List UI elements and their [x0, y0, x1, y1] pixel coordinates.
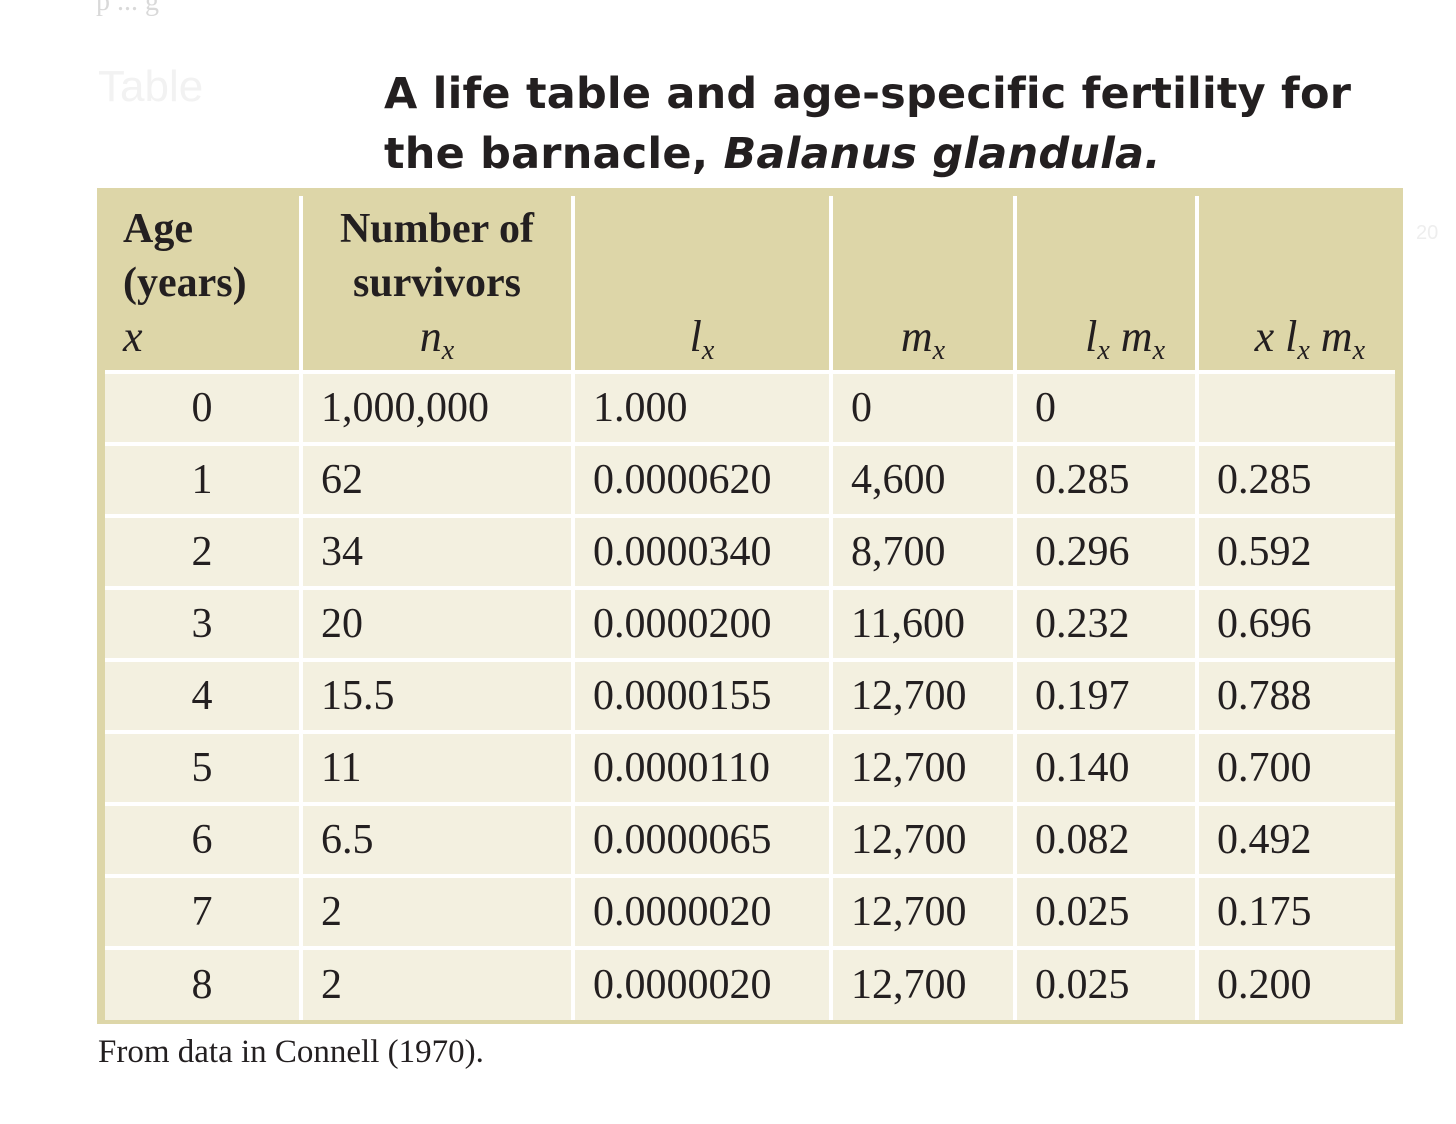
- cell-survivors: 11: [299, 730, 573, 804]
- header-survivors-line2: survivors: [353, 260, 521, 306]
- cell-lx: 0.0000110: [571, 730, 831, 804]
- cell-survivors: 15.5: [299, 658, 573, 732]
- cell-age: 5: [105, 730, 301, 804]
- table-row: 5 11 0.0000110 12,700 0.140 0.700: [105, 730, 1395, 804]
- cell-mx: 12,700: [829, 946, 1015, 1020]
- cell-lx: 0.0000155: [571, 658, 831, 732]
- cell-mx: 0: [829, 370, 1015, 444]
- table-caption: A life table and age-specific fertility …: [384, 64, 1444, 184]
- header-survivors-line1: Number of: [339, 206, 535, 252]
- faded-side-text: 20: [1416, 222, 1439, 244]
- header-lxmx-variable: lx mx: [1085, 312, 1165, 366]
- cell-lx: 0.0000340: [571, 514, 831, 588]
- cell-mx: 12,700: [829, 874, 1015, 948]
- cell-age: 3: [105, 586, 301, 660]
- cell-xlxmx: 0.592: [1195, 514, 1395, 588]
- cell-xlxmx: 0.492: [1195, 802, 1395, 876]
- caption-title: A life table and age-specific fertility …: [384, 69, 1352, 179]
- cell-mx: 8,700: [829, 514, 1015, 588]
- cell-survivors: 2: [299, 946, 573, 1020]
- cell-lx: 1.000: [571, 370, 831, 444]
- cell-lx: 0.0000020: [571, 946, 831, 1020]
- cell-mx: 11,600: [829, 586, 1015, 660]
- header-xlxmx-variable: x lx mx: [1254, 312, 1365, 366]
- table-row: 2 34 0.0000340 8,700 0.296 0.592: [105, 514, 1395, 588]
- cell-survivors: 2: [299, 874, 573, 948]
- table-row: 4 15.5 0.0000155 12,700 0.197 0.788: [105, 658, 1395, 732]
- cell-survivors: 34: [299, 514, 573, 588]
- cell-age: 0: [105, 370, 301, 444]
- table-row: 7 2 0.0000020 12,700 0.025 0.175: [105, 874, 1395, 948]
- source-footnote: From data in Connell (1970).: [98, 1034, 484, 1070]
- cell-lxmx: 0.197: [1013, 658, 1197, 732]
- cell-lxmx: 0.082: [1013, 802, 1197, 876]
- cell-mx: 12,700: [829, 730, 1015, 804]
- header-xlxmx: x lx mx: [1195, 196, 1395, 372]
- header-mx: mx: [829, 196, 1015, 372]
- header-age-line1: Age: [123, 206, 193, 252]
- table-row: 8 2 0.0000020 12,700 0.025 0.200: [105, 946, 1395, 1020]
- header-age: Age (years) x: [105, 196, 301, 372]
- cell-lxmx: 0: [1013, 370, 1197, 444]
- table-row: 3 20 0.0000200 11,600 0.232 0.696: [105, 586, 1395, 660]
- header-survivors-variable: nx: [419, 312, 455, 366]
- header-lx: lx: [571, 196, 831, 372]
- cell-age: 2: [105, 514, 301, 588]
- header-lxmx: lx mx: [1013, 196, 1197, 372]
- cell-xlxmx: 0.696: [1195, 586, 1395, 660]
- cell-survivors: 62: [299, 442, 573, 516]
- cell-lx: 0.0000620: [571, 442, 831, 516]
- table-header-row: Age (years) x Number of survivors nx: [105, 196, 1395, 372]
- cell-age: 7: [105, 874, 301, 948]
- table-row: 0 1,000,000 1.000 0 0: [105, 370, 1395, 444]
- cell-xlxmx: 0.200: [1195, 946, 1395, 1020]
- cell-lx: 0.0000200: [571, 586, 831, 660]
- table-row: 6 6.5 0.0000065 12,700 0.082 0.492: [105, 802, 1395, 876]
- table-row: 1 62 0.0000620 4,600 0.285 0.285: [105, 442, 1395, 516]
- header-age-line2: (years): [123, 260, 247, 306]
- cell-age: 8: [105, 946, 301, 1020]
- life-table-frame: Age (years) x Number of survivors nx: [97, 188, 1403, 1024]
- faded-page-text: p ... g: [96, 0, 159, 17]
- cell-lxmx: 0.285: [1013, 442, 1197, 516]
- cell-xlxmx: 0.285: [1195, 442, 1395, 516]
- cell-age: 4: [105, 658, 301, 732]
- cell-lxmx: 0.025: [1013, 946, 1197, 1020]
- cell-lxmx: 0.025: [1013, 874, 1197, 948]
- cell-lxmx: 0.232: [1013, 586, 1197, 660]
- cell-xlxmx: [1195, 370, 1395, 444]
- cell-lx: 0.0000020: [571, 874, 831, 948]
- cell-lx: 0.0000065: [571, 802, 831, 876]
- cell-age: 6: [105, 802, 301, 876]
- faded-table-label: Table: [98, 62, 204, 111]
- header-age-variable: x: [123, 312, 143, 361]
- cell-lxmx: 0.140: [1013, 730, 1197, 804]
- cell-survivors: 6.5: [299, 802, 573, 876]
- cell-xlxmx: 0.175: [1195, 874, 1395, 948]
- header-survivors: Number of survivors nx: [299, 196, 573, 372]
- cell-survivors: 1,000,000: [299, 370, 573, 444]
- cell-xlxmx: 0.700: [1195, 730, 1395, 804]
- cell-lxmx: 0.296: [1013, 514, 1197, 588]
- cell-xlxmx: 0.788: [1195, 658, 1395, 732]
- life-table: Age (years) x Number of survivors nx: [105, 196, 1395, 1020]
- header-mx-variable: mx: [900, 312, 946, 366]
- cell-mx: 12,700: [829, 658, 1015, 732]
- cell-mx: 4,600: [829, 442, 1015, 516]
- cell-age: 1: [105, 442, 301, 516]
- cell-mx: 12,700: [829, 802, 1015, 876]
- caption-species: Balanus glandula.: [723, 129, 1161, 179]
- header-lx-variable: lx: [689, 312, 715, 366]
- cell-survivors: 20: [299, 586, 573, 660]
